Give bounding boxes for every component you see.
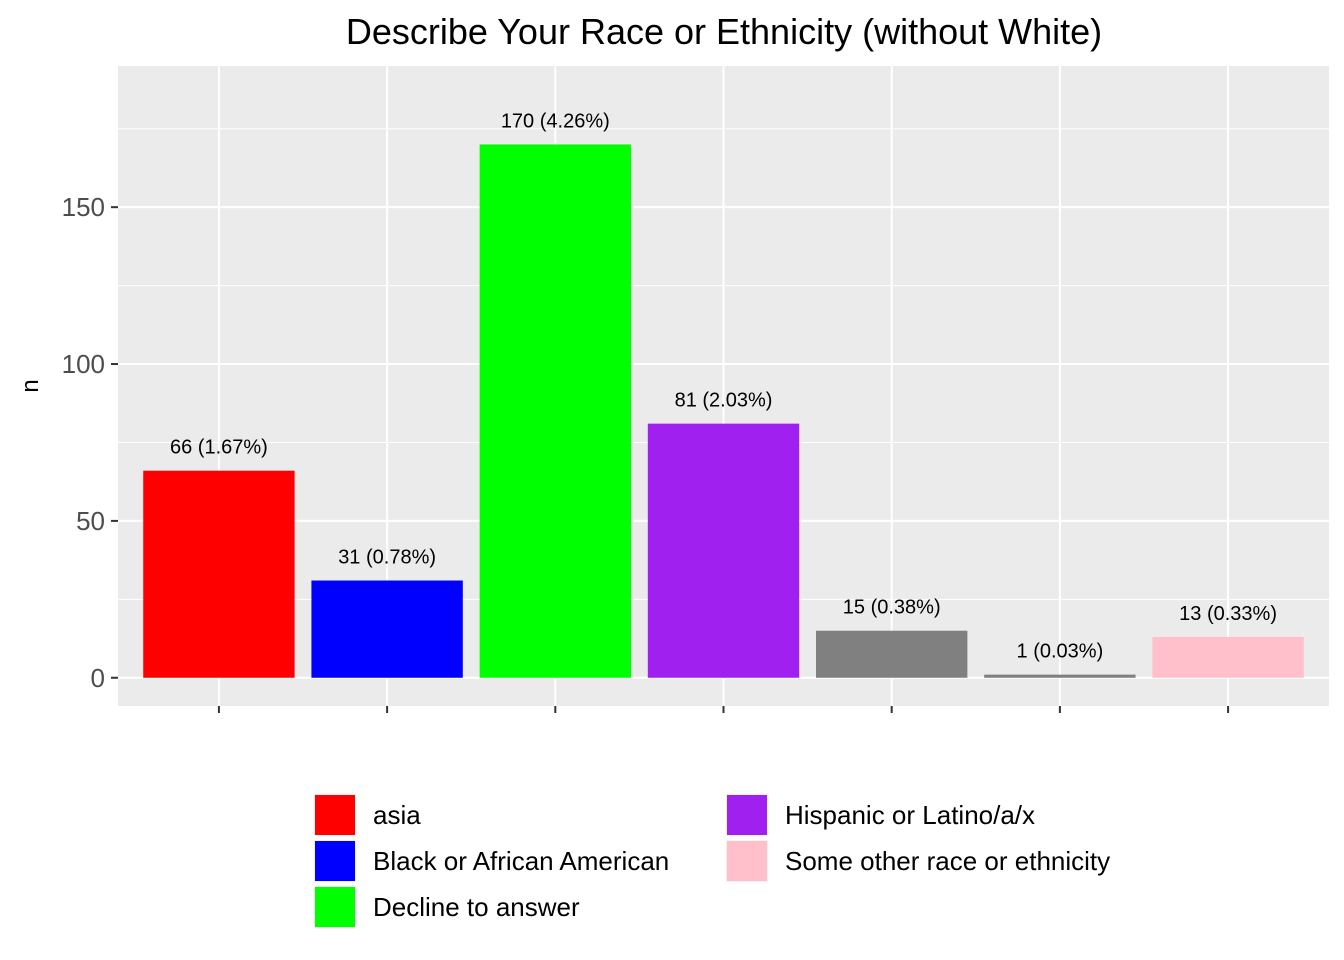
legend-swatch — [727, 841, 767, 881]
y-tick-label: 0 — [91, 663, 105, 693]
legend-swatch — [315, 887, 355, 927]
legend-label: asia — [373, 800, 421, 830]
y-tick-label: 50 — [76, 506, 105, 536]
legend-label: Some other race or ethnicity — [785, 846, 1110, 876]
data-labels: 66 (1.67%) 31 (0.78%) 170 (4.26%) 81 (2.03%… — [170, 110, 1277, 662]
chart-title: Describe Your Race or Ethnicity (without… — [346, 11, 1102, 52]
legend-swatch — [727, 795, 767, 835]
legend: asia Black or African American Decline to … — [314, 794, 1110, 928]
bar — [647, 423, 800, 678]
bar — [984, 674, 1136, 678]
legend-swatch — [315, 841, 355, 881]
bar — [479, 144, 631, 678]
data-label: 66 (1.67%) — [170, 437, 268, 459]
bars — [143, 144, 1304, 678]
data-label: 13 (0.33%) — [1179, 603, 1277, 625]
y-axis-title: n — [17, 379, 44, 392]
bar — [143, 470, 295, 678]
legend-label: Black or African American — [373, 846, 669, 876]
axes: 0 50 100 150 — [62, 192, 1230, 713]
data-label: 31 (0.78%) — [338, 547, 436, 569]
data-label: 15 (0.38%) — [843, 597, 941, 619]
data-label: 170 (4.26%) — [501, 110, 610, 132]
data-label: 1 (0.03%) — [1017, 641, 1104, 663]
y-tick-label: 150 — [62, 192, 105, 222]
data-label: 81 (2.03%) — [675, 390, 773, 412]
legend-label: Hispanic or Latino/a/x — [785, 800, 1035, 830]
y-tick-label: 100 — [62, 349, 105, 379]
bar — [1152, 636, 1304, 678]
legend-label: Decline to answer — [373, 892, 580, 922]
bar — [311, 580, 463, 678]
legend-swatch — [315, 795, 355, 835]
bar — [816, 630, 968, 678]
